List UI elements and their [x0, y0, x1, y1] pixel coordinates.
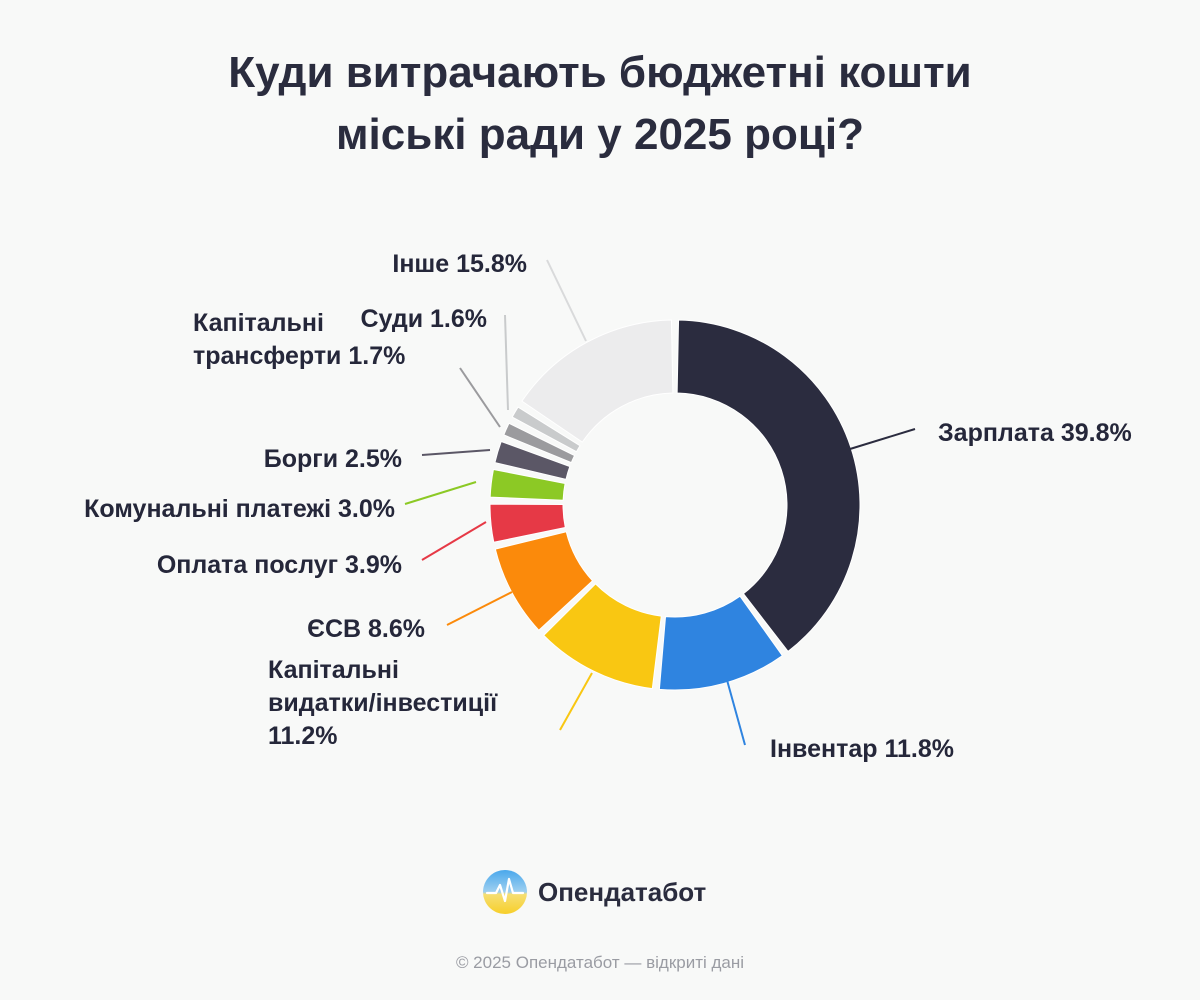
donut-slice-10 — [521, 319, 674, 443]
opendatabot-logo-icon — [483, 870, 527, 914]
slice-label-4-line-1: ЄСВ 8.6% — [307, 615, 425, 643]
leader-line-6 — [404, 481, 477, 505]
slice-label-8: Капітальні трансферти 1.7% — [193, 309, 405, 370]
leader-line-8 — [459, 367, 501, 428]
donut-slice-8 — [503, 422, 576, 464]
slice-label-3: Капітальні видатки/інвестиції 11.2% — [268, 656, 498, 750]
slice-label-9-line-1: Суди 1.6% — [360, 305, 487, 333]
donut-slice-1 — [676, 319, 861, 652]
donut-slice-4 — [494, 531, 594, 631]
chart-title: Куди витрачають бюджетні кошти міські ра… — [0, 42, 1200, 166]
slice-label-9: Суди 1.6% — [360, 305, 487, 333]
donut-slice-9 — [511, 406, 581, 453]
leader-line-4 — [446, 591, 513, 626]
donut-slice-5 — [489, 503, 566, 543]
slice-label-1: Зарплата 39.8% — [938, 419, 1132, 447]
slice-label-5-line-1: Оплата послуг 3.9% — [157, 551, 402, 579]
leader-line-1 — [849, 428, 916, 450]
leader-line-7 — [421, 449, 491, 456]
footer-copyright: © 2025 Опендатабот — відкриті дані — [455, 953, 745, 972]
donut-slice-2 — [658, 595, 783, 691]
chart-title-line-1: Куди витрачають бюджетні кошти — [228, 48, 972, 97]
leader-line-3 — [559, 672, 593, 731]
chart-title-line-2: міські ради у 2025 році? — [335, 110, 865, 159]
slice-label-5: Оплата послуг 3.9% — [157, 551, 402, 579]
donut-slice-3 — [543, 583, 662, 690]
slice-label-2-line-1: Інвентар 11.8% — [770, 735, 954, 763]
brand-name: Опендатабот — [538, 876, 707, 907]
slice-label-10: Інше 15.8% — [392, 250, 527, 278]
leader-lines — [404, 259, 916, 746]
slice-label-6-line-1: Комунальні платежі 3.0% — [84, 495, 395, 523]
leader-line-2 — [726, 679, 746, 746]
slice-labels: Зарплата 39.8% Інвентар 11.8% Капітальні ви… — [84, 250, 1132, 763]
slice-label-6: Комунальні платежі 3.0% — [84, 495, 395, 523]
slice-label-10-line-1: Інше 15.8% — [392, 250, 527, 278]
leader-line-10 — [546, 259, 587, 342]
slice-label-8-line-2: трансферти 1.7% — [193, 342, 405, 370]
slice-label-4: ЄСВ 8.6% — [307, 615, 425, 643]
slice-label-1-line-1: Зарплата 39.8% — [938, 419, 1132, 447]
leader-line-5 — [421, 521, 487, 561]
slice-label-8-line-1: Капітальні — [193, 309, 324, 337]
slice-label-3-line-3: 11.2% — [268, 722, 338, 750]
slice-label-3-line-1: Капітальні — [268, 656, 399, 684]
slice-label-2: Інвентар 11.8% — [770, 735, 954, 763]
donut-slice-6 — [489, 469, 566, 501]
brand-logo: Опендатабот — [482, 868, 706, 916]
slice-label-7: Борги 2.5% — [264, 445, 402, 473]
donut-slice-7 — [494, 441, 571, 480]
leader-line-9 — [504, 314, 509, 411]
slice-label-3-line-2: видатки/інвестиції — [268, 689, 498, 717]
donut-slices — [489, 319, 861, 691]
slice-label-7-line-1: Борги 2.5% — [264, 445, 402, 473]
